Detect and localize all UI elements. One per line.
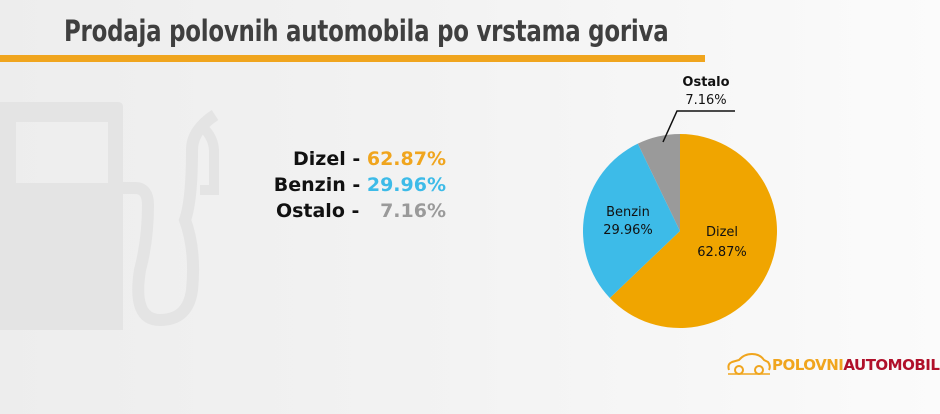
car-outline-icon: [727, 352, 771, 375]
slice-label-benzin-value: 29.96%: [603, 223, 653, 238]
slice-label-ostalo-name: Ostalo: [682, 75, 729, 90]
polovniautomobili-logo: POLOVNI AUTOMOBILI: [726, 352, 940, 378]
ostalo-leader-line: [662, 110, 735, 143]
title-underline: [0, 55, 705, 62]
legend: Dizel - 62.87% Benzin - 29.96% Ostalo - …: [274, 146, 446, 224]
slice-label-benzin-name: Benzin: [606, 205, 650, 220]
slice-label-dizel-value: 62.87%: [697, 245, 747, 260]
slice-label-ostalo-value: 7.16%: [685, 93, 726, 108]
fuel-pump-icon: [0, 102, 219, 330]
chart-title: Prodaja polovnih automobila po vrstama g…: [64, 14, 669, 48]
legend-value: 29.96%: [366, 174, 446, 196]
logo-text-automobili: AUTOMOBILI: [843, 356, 940, 374]
logo-text-polovni: POLOVNI: [772, 356, 844, 374]
pie-slice-benzin: [582, 143, 680, 298]
legend-value: 62.87%: [366, 148, 446, 170]
pie-slice-ostalo: [637, 134, 680, 231]
legend-label: Benzin -: [273, 174, 361, 196]
slice-label-dizel-name: Dizel: [706, 225, 738, 240]
legend-item-benzin: Benzin - 29.96%: [274, 172, 446, 198]
legend-item-ostalo: Ostalo - 7.16%: [274, 198, 446, 224]
legend-label: Dizel -: [292, 148, 361, 170]
legend-item-dizel: Dizel - 62.87%: [274, 146, 446, 172]
legend-value: 7.16%: [380, 200, 446, 222]
legend-label: Ostalo -: [275, 200, 360, 222]
pie-slice-dizel: [609, 134, 777, 329]
